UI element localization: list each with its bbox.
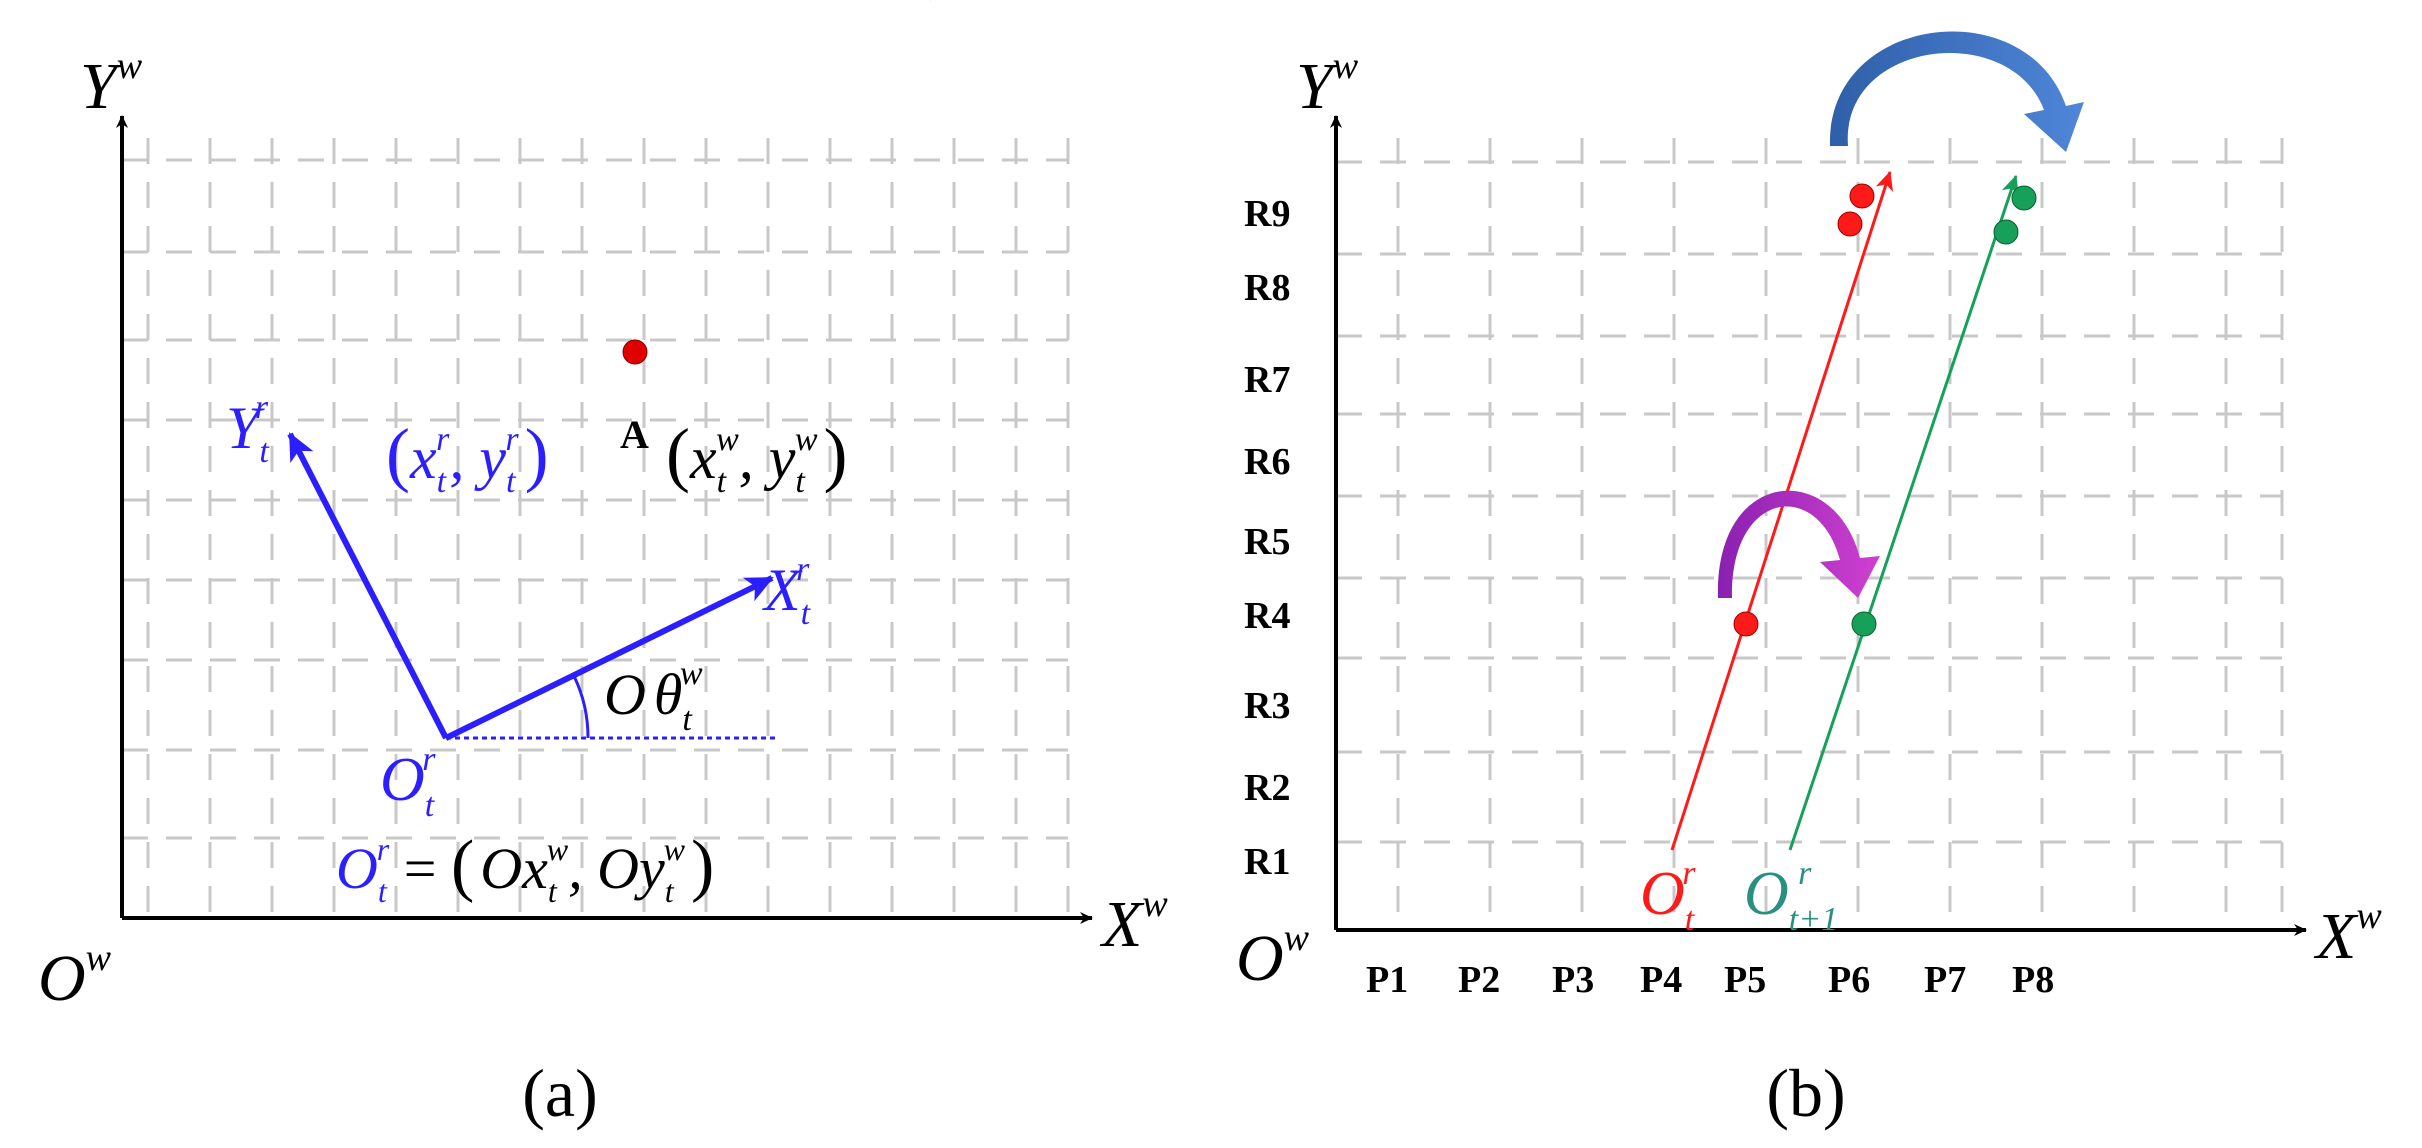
column-label-p4: P4 xyxy=(1640,959,1682,1001)
row-labels: R1 R2 R3 R4 R5 R6 R7 R8 R9 xyxy=(1244,193,1290,883)
column-label-p6: P6 xyxy=(1828,959,1870,1001)
green-point-r9-lower xyxy=(1993,219,2019,245)
panel-b-y-axis-label: Yw xyxy=(1296,45,1359,123)
panel-a-world-origin-label: Ow xyxy=(38,937,112,1015)
blue-shift-arrow xyxy=(1829,31,2084,152)
row-label-r4: R4 xyxy=(1244,595,1290,637)
red-point-r9-upper xyxy=(1849,183,1875,209)
row-label-r8: R8 xyxy=(1244,267,1290,309)
column-label-p1: P1 xyxy=(1366,959,1408,1001)
point-a-world-coords: (xtw, ytw) xyxy=(666,414,848,500)
column-label-p3: P3 xyxy=(1552,959,1594,1001)
row-label-r5: R5 xyxy=(1244,521,1290,563)
row-label-r1: R1 xyxy=(1244,841,1290,883)
purple-shift-arrow xyxy=(1717,490,1880,598)
red-point-r4 xyxy=(1733,611,1759,637)
red-beam-line xyxy=(1670,171,1894,851)
point-a-robot-coords: (xtr, ytr) xyxy=(386,414,549,500)
robot-origin-label: Otr xyxy=(380,741,436,824)
robot-origin-equation: Otr = (Oxtw, Oytw) xyxy=(336,827,714,909)
panel-a-caption: (a) xyxy=(522,1055,597,1131)
panel-b-world-origin-label: Ow xyxy=(1236,917,1310,995)
column-label-p2: P2 xyxy=(1458,959,1500,1001)
heading-angle-arc xyxy=(572,675,590,739)
green-beam-line xyxy=(1788,175,2019,851)
green-point-r9-upper xyxy=(2011,185,2037,211)
red-point-r9-lower xyxy=(1837,211,1863,237)
robot-x-axis-label: Xtr xyxy=(762,551,812,632)
panel-b: Yw Xw Ow R1 R2 R3 R4 R5 R6 R7 R8 R9 P1 P… xyxy=(1236,31,2382,1131)
row-label-r6: R6 xyxy=(1244,441,1290,483)
origin-t-label: Otr xyxy=(1640,855,1696,938)
column-labels: P1 P2 P3 P4 P5 P6 P7 P8 xyxy=(1366,959,2054,1001)
point-a-marker xyxy=(622,339,648,365)
row-label-r9: R9 xyxy=(1244,193,1290,235)
column-label-p8: P8 xyxy=(2012,959,2054,1001)
point-a-label: A xyxy=(620,412,649,457)
green-point-r4 xyxy=(1851,611,1877,637)
panel-a-x-axis-label: Xw xyxy=(1099,883,1168,961)
column-label-p7: P7 xyxy=(1924,959,1966,1001)
panel-b-grid xyxy=(1336,138,2284,930)
robot-frame-y-axis xyxy=(287,432,449,740)
row-label-r2: R2 xyxy=(1244,767,1290,809)
panel-b-caption: (b) xyxy=(1766,1055,1845,1131)
panel-a-y-axis-label: Yw xyxy=(80,45,143,123)
robot-y-axis-label: Ytr xyxy=(226,389,270,470)
origin-t1-label: Ot+1r xyxy=(1744,855,1838,938)
row-label-r3: R3 xyxy=(1244,685,1290,727)
panel-a-grid xyxy=(122,138,1070,918)
column-label-p5: P5 xyxy=(1724,959,1766,1001)
row-label-r7: R7 xyxy=(1244,359,1290,401)
robot-frame-x-axis xyxy=(444,575,774,741)
panel-b-x-axis-label: Xw xyxy=(2313,895,2382,973)
